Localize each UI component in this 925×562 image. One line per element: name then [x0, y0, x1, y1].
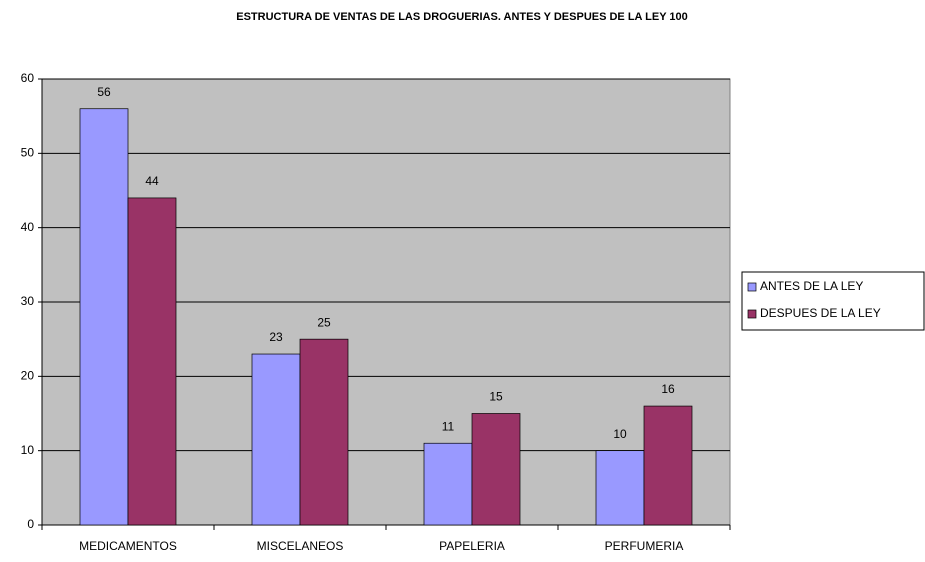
x-tick-label: PERFUMERIA	[605, 539, 684, 553]
data-label: 23	[269, 330, 283, 344]
y-tick-label: 0	[27, 517, 34, 531]
legend-swatch	[747, 309, 757, 319]
y-tick-label: 40	[21, 220, 35, 234]
y-tick-label: 10	[21, 443, 35, 457]
y-tick-label: 20	[21, 369, 35, 383]
x-tick-label: MEDICAMENTOS	[79, 539, 177, 553]
bar	[299, 338, 349, 526]
data-label: 16	[661, 382, 675, 396]
legend-swatch	[747, 282, 757, 292]
data-label: 10	[613, 427, 627, 441]
legend-box	[741, 271, 925, 331]
data-label: 11	[442, 419, 455, 433]
x-tick-label: PAPELERIA	[439, 539, 505, 553]
legend-label: DESPUES DE LA LEY	[760, 306, 881, 320]
data-label: 25	[317, 315, 331, 329]
data-label: 15	[489, 390, 503, 404]
bar	[643, 405, 693, 526]
bar	[251, 353, 301, 526]
legend-label: ANTES DE LA LEY	[760, 279, 863, 293]
bar	[595, 450, 645, 526]
y-tick-label: 60	[21, 71, 35, 85]
data-label: 44	[145, 174, 159, 188]
bar	[127, 197, 177, 526]
bar	[423, 442, 473, 526]
y-tick-label: 50	[21, 146, 35, 160]
chart-title: ESTRUCTURA DE VENTAS DE LAS DROGUERIAS. …	[236, 11, 688, 23]
data-label: 56	[97, 85, 111, 99]
y-tick-label: 30	[21, 294, 35, 308]
bar	[471, 413, 521, 526]
bar	[79, 108, 129, 526]
x-tick-label: MISCELANEOS	[257, 539, 344, 553]
